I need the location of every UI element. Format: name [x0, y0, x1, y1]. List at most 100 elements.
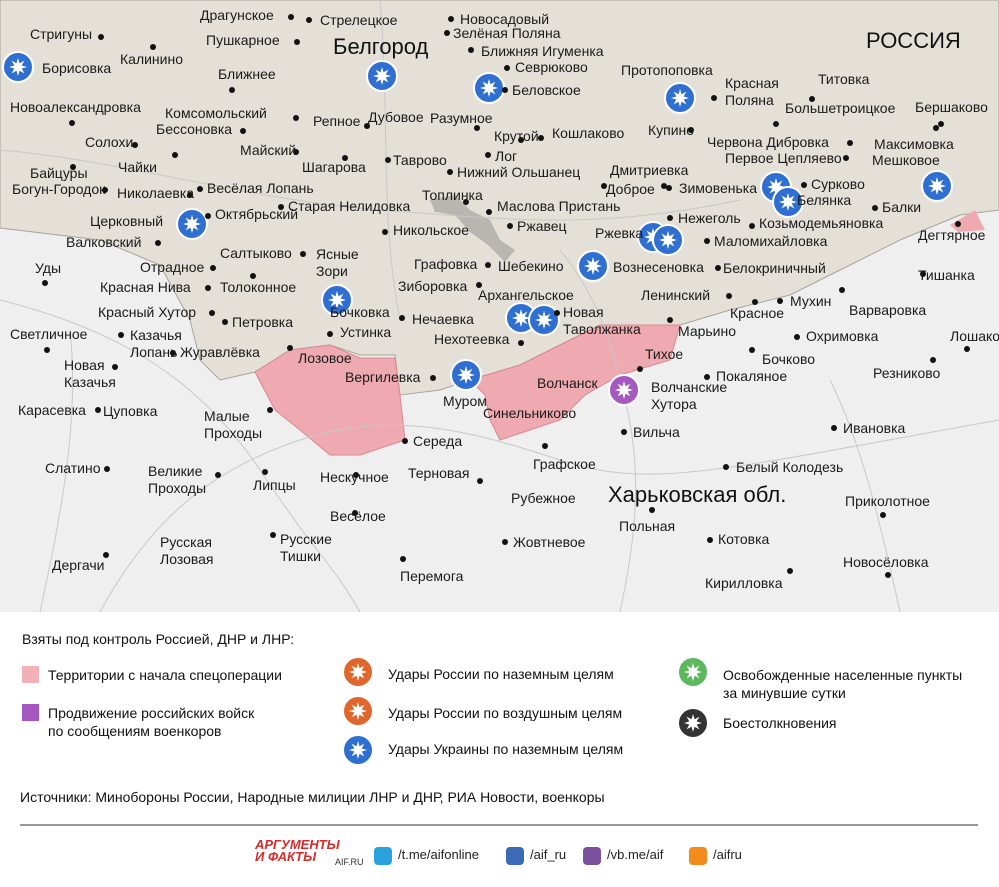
place-dot: [95, 407, 101, 413]
place-label: Белокриничный: [723, 260, 826, 276]
link[interactable]: /aif_ru: [530, 847, 567, 862]
place-dot: [477, 478, 483, 484]
place-dot: [930, 357, 936, 363]
place-dot: [150, 44, 156, 50]
place-label: Калинино: [120, 51, 183, 67]
place-dot: [715, 265, 721, 271]
place-label: Рубежное: [511, 490, 576, 506]
logo-text: АРГУМЕНТЫ: [255, 837, 340, 852]
place-label: Майский: [240, 142, 297, 158]
place-label: Мухин: [790, 293, 832, 309]
place-label: Крутой: [494, 128, 539, 144]
place-label: Большетроицкое: [785, 100, 896, 116]
place-dot: [382, 229, 388, 235]
place-dot: [353, 472, 359, 478]
place-label: Нижний Ольшанец: [457, 164, 581, 180]
place-label: Октябрьский: [215, 206, 299, 222]
place-dot: [293, 149, 299, 155]
place-label: Казачья Лопань: [130, 327, 182, 360]
place-dot: [300, 251, 306, 257]
place-label: Графовка: [414, 256, 478, 272]
place-label: Дубовое: [368, 109, 424, 125]
place-label: Карасевка: [18, 402, 86, 418]
social-icon: [374, 847, 392, 865]
place-dot: [518, 340, 524, 346]
place-label: Салтыково: [220, 245, 292, 261]
place-dot: [240, 128, 246, 134]
place-dot: [502, 87, 508, 93]
place-dot: [205, 213, 211, 219]
place-label: Кошлаково: [552, 125, 625, 141]
strike-icon: [528, 304, 560, 336]
place-label: Стрелецкое: [320, 12, 398, 28]
social-icon: [506, 847, 524, 865]
place-dot: [621, 429, 627, 435]
place-label: Кирилловка: [705, 575, 783, 591]
place-dot: [504, 65, 510, 71]
place-dot: [831, 425, 837, 431]
legend-item: Удары России по воздушным целям: [388, 705, 623, 721]
place-label: Протопоповка: [621, 62, 713, 78]
place-dot: [430, 375, 436, 381]
place-dot: [250, 273, 256, 279]
place-label: Титовка: [818, 71, 870, 87]
legend-icon: [677, 656, 709, 688]
place-label: Репное: [313, 113, 361, 129]
oblast-label: Харьковская обл.: [608, 482, 787, 507]
place-label: Зиборовка: [398, 278, 468, 294]
place-label: Валковский: [66, 234, 142, 250]
place-label: Ржевка: [595, 225, 644, 241]
place-label: Новая Казачья: [64, 357, 116, 390]
link[interactable]: /aifru: [713, 847, 742, 862]
place-label: Середа: [413, 433, 463, 449]
place-dot: [518, 137, 524, 143]
place-dot: [688, 127, 694, 133]
place-label: Ржавец: [517, 218, 567, 234]
legend-icon: [342, 656, 374, 688]
place-label: Шагарова: [302, 159, 366, 175]
link[interactable]: /vb.me/aif: [607, 847, 664, 862]
legend-item: Территории с начала спецоперации: [48, 667, 282, 683]
place-label: Терновая: [408, 465, 470, 481]
place-dot: [172, 152, 178, 158]
strike-icon: [473, 72, 505, 104]
place-dot: [787, 568, 793, 574]
place-label: Варваровка: [849, 302, 927, 318]
legend-item: Удары Украины по наземным целям: [388, 741, 624, 757]
place-dot: [777, 298, 783, 304]
legend-item: Удары России по наземным целям: [388, 666, 614, 682]
place-label: Вильча: [633, 424, 680, 440]
place-dot: [42, 280, 48, 286]
place-label: Маслова Пристань: [497, 198, 621, 214]
place-label: Нескучное: [320, 469, 389, 485]
place-dot: [649, 507, 655, 513]
place-dot: [262, 469, 268, 475]
place-dot: [187, 192, 193, 198]
place-dot: [205, 285, 211, 291]
place-label: Ближнее: [218, 66, 276, 82]
place-label: Никольское: [393, 222, 470, 238]
place-label: Тишанка: [918, 267, 975, 283]
place-label: Журавлёвка: [180, 344, 260, 360]
place-label: Мешковое: [872, 152, 940, 168]
logo: АРГУМЕНТЫ И ФАКТЫ: [255, 837, 340, 864]
place-dot: [222, 319, 228, 325]
place-dot: [955, 221, 961, 227]
place-dot: [538, 135, 544, 141]
place-dot: [933, 125, 939, 131]
place-label: Лозовое: [298, 350, 352, 366]
place-label: Сурково: [811, 176, 865, 192]
logo-text: И ФАКТЫ: [255, 849, 317, 864]
place-dot: [809, 96, 815, 102]
place-label: Дмитриевка: [610, 162, 689, 178]
place-label: Маломихайловка: [714, 233, 828, 249]
place-label: Ленинский: [641, 287, 711, 303]
place-dot: [364, 123, 370, 129]
place-dot: [444, 30, 450, 36]
place-label: Новосадовый: [460, 11, 550, 27]
link[interactable]: /t.me/aifonline: [398, 847, 479, 862]
place-dot: [667, 215, 673, 221]
place-label: Белый Колодезь: [736, 459, 844, 475]
place-label: Весёлое: [330, 508, 386, 524]
